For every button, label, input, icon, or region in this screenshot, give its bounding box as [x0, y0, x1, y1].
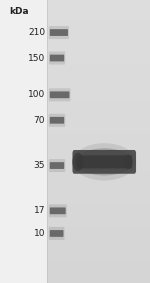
FancyBboxPatch shape [49, 26, 69, 39]
FancyBboxPatch shape [50, 230, 63, 237]
Text: 210: 210 [28, 28, 45, 37]
Bar [47, 170, 150, 177]
Bar [47, 149, 150, 156]
Bar [47, 262, 150, 269]
Bar [47, 85, 150, 92]
Bar [47, 248, 150, 255]
Bar [47, 50, 150, 57]
Ellipse shape [72, 153, 84, 171]
Bar [47, 134, 150, 142]
Bar [47, 21, 150, 28]
Bar [47, 212, 150, 219]
Bar [47, 113, 150, 120]
FancyBboxPatch shape [49, 159, 65, 172]
Bar [47, 99, 150, 106]
Bar [47, 57, 150, 64]
Bar [47, 120, 150, 127]
FancyBboxPatch shape [49, 114, 65, 127]
Bar [47, 0, 150, 7]
Bar [47, 255, 150, 262]
Bar [47, 92, 150, 99]
Bar [47, 7, 150, 14]
Text: 100: 100 [28, 90, 45, 99]
Text: 70: 70 [33, 116, 45, 125]
Bar [47, 28, 150, 35]
Bar [47, 269, 150, 276]
Bar [47, 127, 150, 134]
FancyBboxPatch shape [50, 117, 64, 124]
Bar [47, 205, 150, 212]
Bar [47, 219, 150, 226]
FancyBboxPatch shape [50, 91, 69, 98]
Text: kDa: kDa [10, 7, 29, 16]
Bar [0, 0, 47, 283]
Text: 35: 35 [33, 161, 45, 170]
FancyBboxPatch shape [50, 55, 64, 61]
FancyBboxPatch shape [72, 150, 136, 174]
Bar [47, 0, 150, 283]
Bar [47, 198, 150, 205]
Text: 150: 150 [28, 53, 45, 63]
Bar [47, 226, 150, 233]
Bar [47, 71, 150, 78]
FancyBboxPatch shape [50, 29, 68, 36]
Bar [47, 106, 150, 113]
Ellipse shape [76, 148, 133, 175]
Bar [47, 14, 150, 21]
FancyBboxPatch shape [50, 162, 64, 169]
Bar [47, 64, 150, 71]
Ellipse shape [73, 143, 136, 181]
Bar [47, 184, 150, 191]
FancyBboxPatch shape [49, 204, 67, 217]
Bar [47, 177, 150, 184]
Bar [47, 163, 150, 170]
FancyBboxPatch shape [50, 207, 66, 214]
Text: 17: 17 [33, 206, 45, 215]
Bar [47, 233, 150, 241]
Bar [47, 241, 150, 248]
FancyBboxPatch shape [49, 88, 70, 101]
Bar [47, 142, 150, 149]
Bar [47, 276, 150, 283]
Bar [47, 35, 150, 42]
Bar [47, 42, 150, 50]
Ellipse shape [124, 154, 133, 170]
FancyBboxPatch shape [49, 227, 64, 240]
Bar [47, 156, 150, 163]
Bar [47, 78, 150, 85]
Text: 10: 10 [33, 229, 45, 238]
Bar [47, 191, 150, 198]
FancyBboxPatch shape [49, 52, 65, 65]
FancyBboxPatch shape [76, 155, 132, 168]
